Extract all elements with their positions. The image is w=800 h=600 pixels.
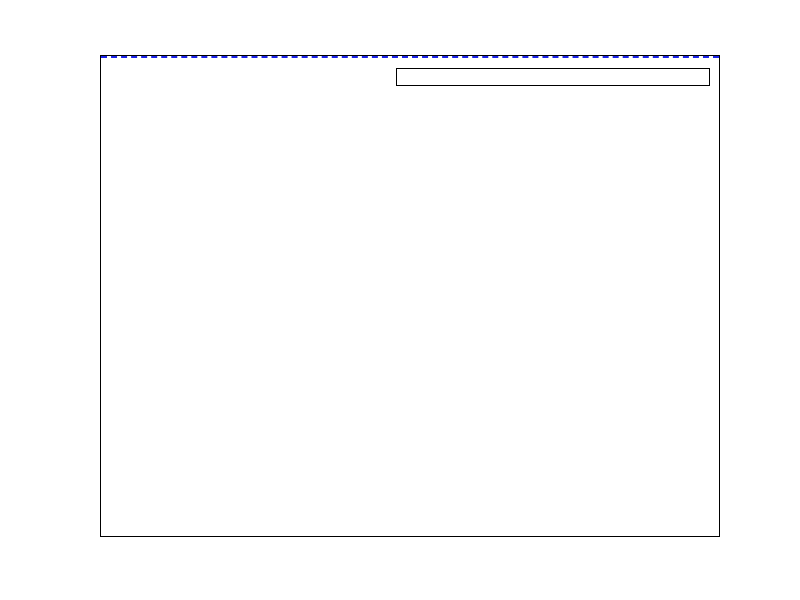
tentative-fwhm-line (101, 56, 719, 58)
plot-area (100, 55, 720, 537)
legend (396, 68, 710, 86)
